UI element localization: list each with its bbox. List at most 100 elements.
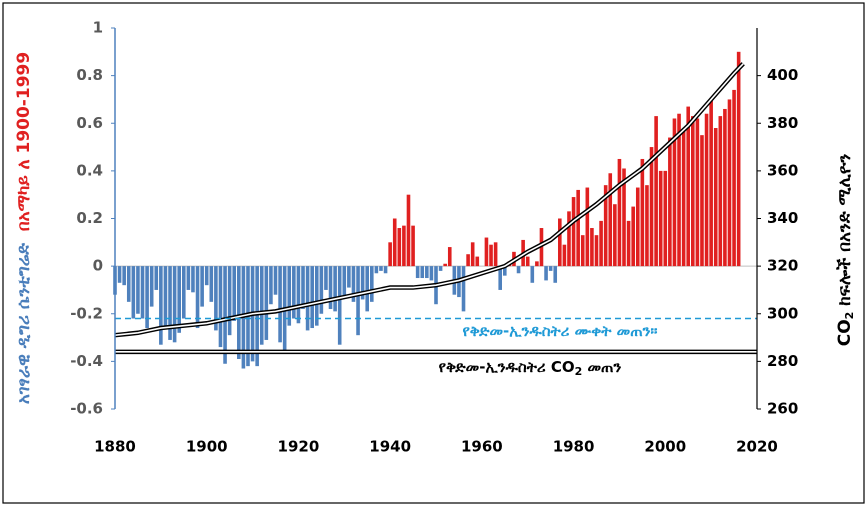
bar bbox=[269, 266, 273, 305]
y2-tick-label: 400 bbox=[767, 66, 798, 84]
bar bbox=[580, 235, 585, 267]
bar bbox=[136, 266, 140, 314]
bar bbox=[117, 266, 122, 283]
reference-label-text: የቅድመ-ኢንዱስትሪ CO bbox=[439, 357, 575, 375]
bar bbox=[131, 266, 136, 319]
bar bbox=[438, 266, 443, 271]
x-tick-label: 1880 bbox=[94, 438, 136, 456]
bar bbox=[640, 158, 645, 267]
bar bbox=[617, 158, 622, 267]
y-tick-label: 0.6 bbox=[76, 114, 103, 132]
bar bbox=[310, 266, 314, 329]
bar bbox=[548, 266, 553, 271]
bar bbox=[736, 51, 741, 267]
reference-label-sub: 2 bbox=[575, 365, 583, 378]
bar bbox=[163, 266, 168, 326]
y2-label-text: ከፍሎች በአንድ ሚሊዮን bbox=[835, 154, 855, 312]
bar bbox=[658, 170, 663, 267]
x-tick-label: 1960 bbox=[461, 438, 503, 456]
x-tick-label: 1900 bbox=[186, 438, 228, 456]
bar bbox=[461, 266, 466, 312]
y-axis-label: አገፃራዊ ዲግሪ ሴንቲግሬድ በአማካይ ለ 1900-1999 bbox=[14, 52, 34, 404]
bar bbox=[149, 266, 154, 307]
bar bbox=[585, 187, 590, 267]
bar bbox=[415, 266, 420, 279]
bar bbox=[429, 266, 434, 281]
bar bbox=[305, 266, 310, 331]
y2-tick-label: 380 bbox=[767, 114, 798, 132]
y-tick-label: 0.4 bbox=[76, 161, 103, 179]
bar bbox=[562, 244, 567, 267]
bar bbox=[677, 113, 681, 267]
bar bbox=[700, 135, 704, 267]
bar bbox=[347, 266, 351, 288]
bar bbox=[484, 237, 489, 267]
bar bbox=[558, 218, 562, 267]
bar bbox=[443, 263, 447, 267]
bar bbox=[420, 266, 425, 279]
bar bbox=[681, 130, 686, 267]
y2-tick-label: 300 bbox=[767, 304, 798, 322]
bar bbox=[498, 266, 502, 290]
bar bbox=[145, 266, 149, 329]
bar bbox=[544, 266, 548, 281]
reference-label: የቅድመ-ኢንዱስትሪ ሙቀት መጠን። bbox=[462, 322, 657, 340]
y2-tick-label: 260 bbox=[767, 400, 798, 418]
bar bbox=[278, 266, 282, 343]
reference-label-text: መጠን bbox=[582, 357, 621, 375]
x-tick-label: 1920 bbox=[278, 438, 320, 456]
bar bbox=[379, 266, 383, 271]
bar bbox=[324, 266, 328, 290]
bar bbox=[713, 128, 718, 267]
bar bbox=[204, 266, 209, 286]
y2-tick-label: 320 bbox=[767, 257, 798, 275]
bar bbox=[181, 266, 186, 319]
bar bbox=[333, 266, 337, 312]
co2-line-inner bbox=[114, 63, 744, 336]
bar bbox=[232, 266, 237, 321]
bar bbox=[530, 266, 535, 283]
y-tick-label: 0 bbox=[93, 257, 103, 275]
bar bbox=[195, 266, 200, 329]
bar bbox=[525, 256, 530, 267]
bar bbox=[259, 266, 264, 345]
bar bbox=[489, 244, 493, 267]
bar bbox=[672, 118, 677, 267]
bar bbox=[649, 147, 654, 267]
bar bbox=[296, 266, 301, 324]
bar bbox=[314, 266, 319, 326]
y2-label-text: CO bbox=[835, 319, 855, 346]
bar bbox=[723, 108, 727, 267]
y-label-part: አገፃራዊ ዲግሪ ሴንቲግሬድ bbox=[14, 243, 34, 404]
bar bbox=[214, 266, 218, 331]
bar bbox=[567, 211, 571, 267]
bar bbox=[608, 173, 613, 267]
bar bbox=[122, 266, 126, 286]
bar bbox=[603, 185, 608, 267]
bar bbox=[388, 242, 392, 267]
bar bbox=[718, 116, 723, 267]
bar bbox=[704, 113, 709, 267]
bar bbox=[732, 89, 736, 267]
bar bbox=[397, 228, 402, 267]
reference-label: የቅድመ-ኢንዱስትሪ CO2 መጠን bbox=[439, 357, 622, 378]
y-tick-label: -0.2 bbox=[70, 304, 103, 322]
bar bbox=[292, 266, 296, 319]
bar bbox=[727, 99, 732, 267]
bar bbox=[126, 266, 131, 302]
bar bbox=[709, 99, 713, 267]
bar bbox=[599, 220, 603, 267]
bar bbox=[402, 225, 406, 267]
bar bbox=[425, 266, 429, 279]
bar bbox=[383, 266, 388, 274]
bar bbox=[691, 116, 695, 267]
x-tick-label: 1980 bbox=[553, 438, 595, 456]
bar bbox=[590, 228, 594, 267]
y2-tick-label: 280 bbox=[767, 352, 798, 370]
bar bbox=[191, 266, 195, 293]
bar bbox=[613, 204, 617, 267]
bar bbox=[154, 266, 159, 290]
bar bbox=[392, 218, 397, 267]
y-tick-label: 0.2 bbox=[76, 209, 103, 227]
